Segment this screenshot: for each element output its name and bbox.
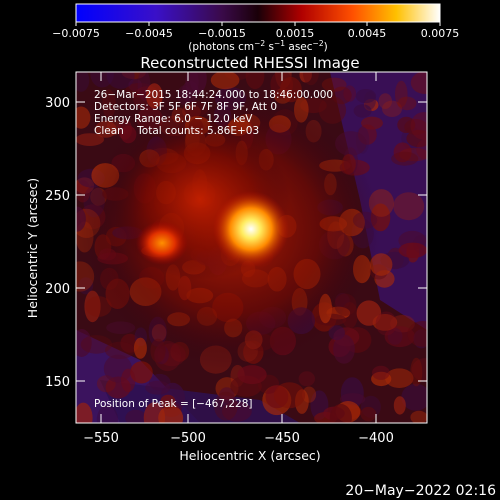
colorbar-units: (photons cm−2 s−1 asec−2)	[188, 39, 327, 53]
colorbar-tick-2: −0.0045	[125, 27, 173, 40]
colorbar-tick-3: −0.0015	[198, 27, 246, 40]
colorbar-tick-1: −0.0075	[52, 27, 100, 40]
units-exp-1: −2	[254, 39, 265, 48]
units-mid: s	[265, 41, 274, 53]
x-tick-label: −550	[83, 431, 119, 446]
annotation-clean-counts: Clean Total counts: 5.86E+03	[94, 125, 259, 137]
y-tick-label: 150	[45, 375, 70, 390]
y-tick-label: 300	[45, 96, 70, 111]
units-end: )	[324, 41, 328, 53]
colorbar-tick-4: 0.0015	[276, 27, 315, 40]
units-main: (photons cm	[188, 41, 254, 53]
y-tick-label: 200	[45, 282, 70, 297]
x-tick-label: −500	[170, 431, 206, 446]
x-tick-label: −450	[264, 431, 300, 446]
plot-frame	[75, 71, 428, 424]
colorbar-tick-6: 0.0075	[421, 27, 460, 40]
colorbar-tick-5: 0.0045	[348, 27, 387, 40]
x-tick-marks	[100, 72, 377, 423]
footer-timestamp: 20−May−2022 02:16	[345, 483, 496, 499]
units-exp-3: −2	[313, 39, 324, 48]
x-tick-label: −400	[358, 431, 394, 446]
units-mid-2: asec	[285, 41, 313, 53]
colorbar-tick-marks	[75, 22, 441, 26]
colorbar	[76, 4, 440, 22]
annotation-time-range: 26−Mar−2015 18:44:24.000 to 18:46:00.000	[94, 89, 333, 101]
colorbar-frame	[75, 3, 441, 23]
y-tick-marks	[76, 101, 427, 382]
annotation-detectors: Detectors: 3F 5F 6F 7F 8F 9F, Att 0	[94, 101, 277, 113]
annotation-peak-position: Position of Peak = [−467,228]	[94, 398, 253, 410]
y-tick-label: 250	[45, 189, 70, 204]
plot-title: Reconstructed RHESSI Image	[140, 54, 359, 72]
rhessi-image	[76, 72, 427, 423]
x-axis-label: Heliocentric X (arcsec)	[179, 448, 320, 463]
units-exp-2: −1	[274, 39, 285, 48]
annotation-energy-range: Energy Range: 6.0 − 12.0 keV	[94, 113, 253, 125]
y-axis-label: Heliocentric Y (arcsec)	[25, 178, 40, 318]
